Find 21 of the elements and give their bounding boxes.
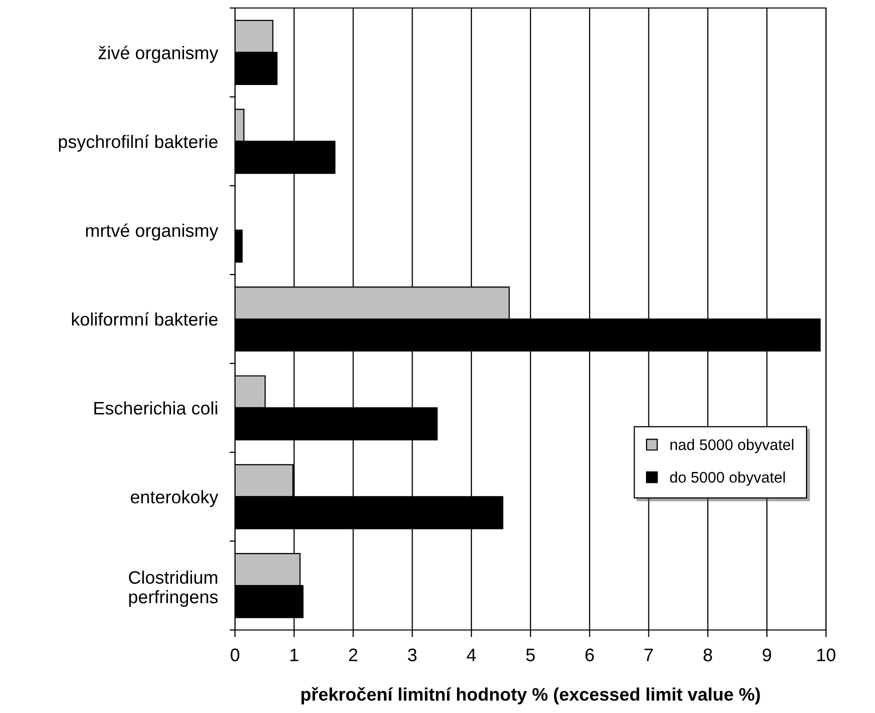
x-tick-label: 2 bbox=[349, 648, 358, 662]
x-tick-label: 7 bbox=[644, 648, 653, 662]
y-tick-label: koliformní bakterie bbox=[72, 312, 218, 326]
x-tick-label: 4 bbox=[466, 648, 476, 662]
y-tick-label: Escherichia coli bbox=[94, 401, 218, 415]
x-tick-label: 3 bbox=[408, 648, 417, 662]
y-tick-label: živé organismy bbox=[98, 46, 218, 63]
x-tick-label: 6 bbox=[585, 648, 594, 662]
legend-label: nad 5000 obyvatel bbox=[670, 438, 794, 454]
y-tick-label: Clostridium perfringens bbox=[128, 570, 218, 607]
y-tick-label: enterokoky bbox=[130, 490, 218, 508]
x-tick-label: 8 bbox=[704, 648, 712, 662]
x-tick-label: 0 bbox=[230, 648, 240, 662]
legend-label: do 5000 obyvatel bbox=[670, 471, 785, 486]
x-tick-label: 5 bbox=[526, 648, 535, 662]
y-tick-label: mrtvé organismy bbox=[86, 223, 218, 241]
x-tick-label: 1 bbox=[290, 648, 298, 662]
x-tick-label: 9 bbox=[762, 648, 772, 662]
x-tick-label: 10 bbox=[817, 648, 836, 662]
y-tick-label: psychrofilní bakterie bbox=[58, 134, 218, 152]
x-axis-title: překročení limitní hodnoty % (excessed limit value %) bbox=[301, 687, 760, 704]
